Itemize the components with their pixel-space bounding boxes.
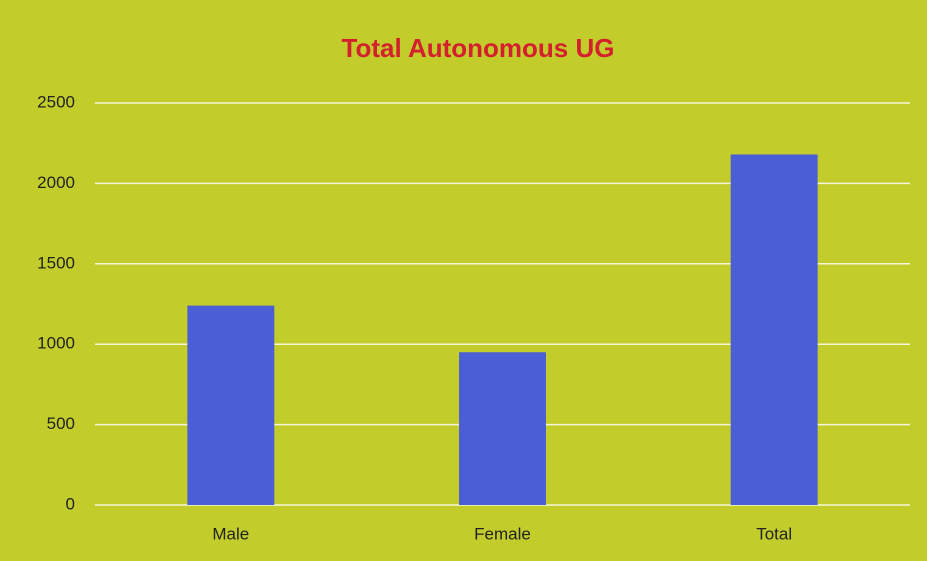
bar <box>730 154 818 505</box>
y-tick-label: 2500 <box>37 92 75 111</box>
chart-title: Total Autonomous UG <box>342 33 615 63</box>
y-tick-label: 1500 <box>37 253 75 272</box>
bar <box>459 352 546 505</box>
y-tick-label: 2000 <box>37 173 75 192</box>
y-tick-label: 1000 <box>37 334 75 353</box>
y-tick-label: 500 <box>47 414 75 433</box>
bar <box>187 305 275 505</box>
y-tick-label: 0 <box>66 494 75 513</box>
x-tick-label: Male <box>212 524 249 543</box>
x-tick-label: Total <box>756 524 792 543</box>
x-tick-label: Female <box>474 524 531 543</box>
